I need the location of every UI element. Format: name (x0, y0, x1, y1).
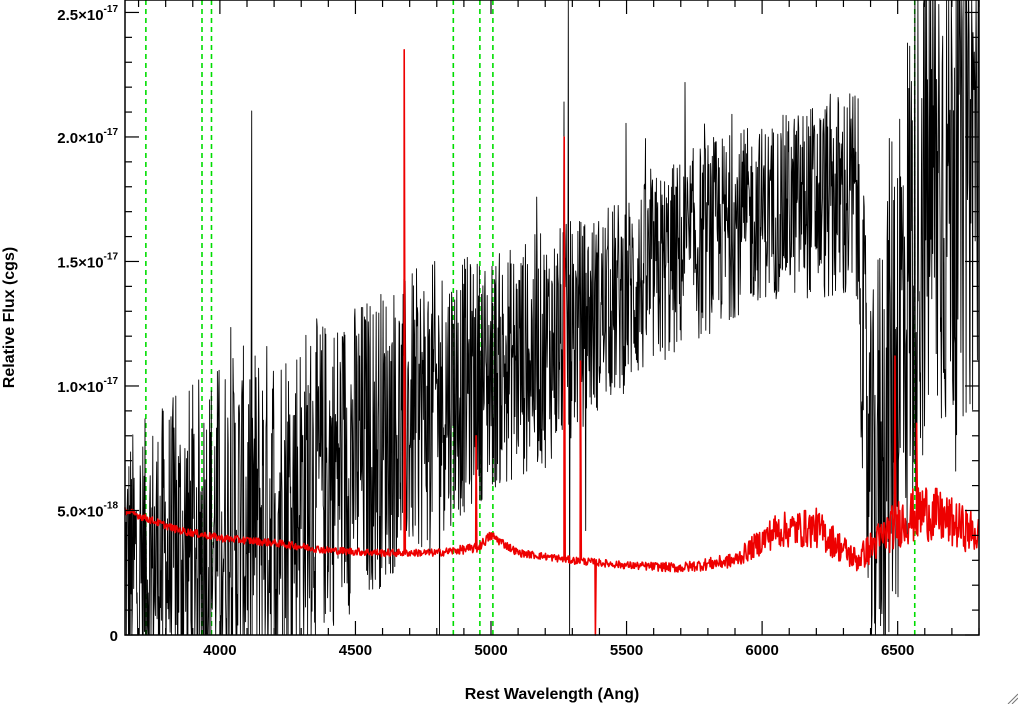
model-spectrum-line (124, 49, 980, 636)
y-tick-labels: 0 5.0×10-18 1.0×10-17 1.5×10-17 2.0×10-17 2.5… (57, 4, 118, 645)
observed-spectrum-line (124, 0, 979, 636)
x-axis-label: Rest Wavelength (Ang) (465, 686, 640, 703)
x-tick-label: 6000 (745, 642, 778, 659)
y-tick-label: 2.0×10-17 (57, 127, 118, 147)
x-tick-label: 5000 (474, 642, 507, 659)
y-tick-label: 2.5×10-17 (57, 4, 118, 24)
resize-grip-icon[interactable] (1006, 692, 1018, 704)
y-tick-label: 1.5×10-17 (57, 251, 118, 271)
axis-ticks (125, 0, 980, 636)
y-tick-label: 0 (110, 628, 118, 645)
x-tick-label: 4000 (203, 642, 236, 659)
x-tick-label: 5500 (610, 642, 643, 659)
x-tick-labels: 4000 4500 5000 5500 6000 6500 (203, 642, 914, 659)
y-axis-label: Relative Flux (cgs) (1, 247, 18, 388)
x-tick-label: 6500 (881, 642, 914, 659)
spectrum-series (124, 0, 980, 636)
y-tick-label: 5.0×10-18 (57, 500, 118, 520)
plot-frame (124, 0, 980, 636)
y-tick-label: 1.0×10-17 (57, 376, 118, 396)
x-tick-label: 4500 (339, 642, 372, 659)
